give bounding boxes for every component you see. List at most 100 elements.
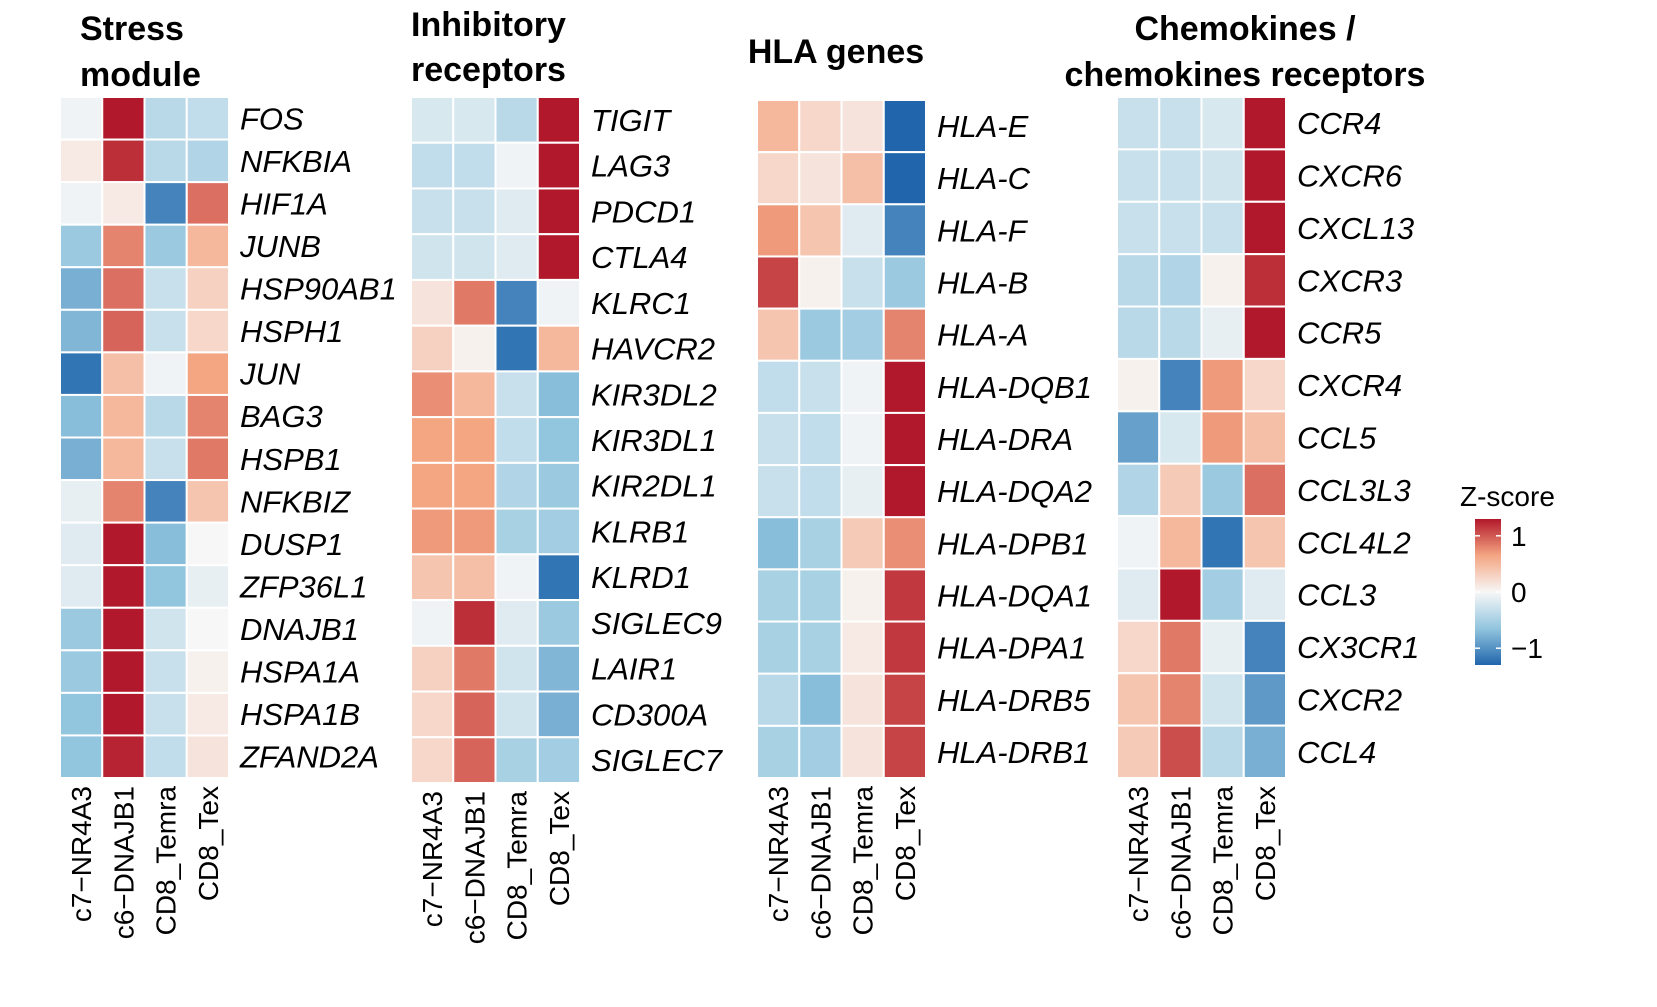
row-label: HSPH1 bbox=[240, 314, 343, 349]
heatmap-cell bbox=[410, 141, 455, 190]
heatmap-cell bbox=[59, 223, 104, 269]
heatmap-cell bbox=[452, 96, 497, 144]
heatmap-cell bbox=[101, 138, 146, 184]
heatmap-cell bbox=[1116, 567, 1161, 622]
heatmap-cell bbox=[59, 181, 104, 226]
heatmap-cell bbox=[536, 233, 581, 281]
heatmap-cell bbox=[101, 564, 146, 609]
row-label: PDCD1 bbox=[591, 194, 696, 229]
panel-title: Chemokines / bbox=[1134, 10, 1356, 48]
heatmap-cell bbox=[143, 266, 188, 311]
heatmap-panels: Stress module FOS NFKBIA HIF1A JUNB HSP90AB1 HS… bbox=[59, 6, 1425, 944]
row-label: DNAJB1 bbox=[240, 612, 359, 647]
row-label: HLA-DQA1 bbox=[937, 579, 1092, 614]
column-label: c7−NR4A3 bbox=[66, 786, 97, 922]
heatmap-cell bbox=[410, 187, 455, 236]
column-label: c7−NR4A3 bbox=[1123, 786, 1154, 922]
row-label: KIR3DL1 bbox=[591, 423, 717, 458]
heatmap-cell bbox=[452, 553, 497, 602]
row-label: HLA-DPA1 bbox=[937, 631, 1086, 666]
row-label: CCL4 bbox=[1297, 735, 1376, 770]
heatmap-cell bbox=[882, 620, 927, 675]
heatmap-cell bbox=[59, 521, 104, 567]
heatmap-cell bbox=[536, 141, 581, 190]
heatmap-cell bbox=[452, 507, 497, 556]
heatmap-cell bbox=[882, 359, 927, 414]
row-label: HLA-DQB1 bbox=[937, 370, 1092, 405]
row-label: HSPB1 bbox=[240, 442, 342, 477]
heatmap-cell bbox=[410, 416, 455, 464]
heatmap-cell bbox=[1116, 148, 1161, 203]
panel-title: receptors bbox=[411, 51, 566, 89]
row-label: KLRB1 bbox=[591, 515, 689, 550]
panel-hla-genes: HLA genes HLA-E HLA-C HLA-F HLA-B HLA-A HLA-DQ… bbox=[748, 33, 1092, 939]
heatmap-cell bbox=[840, 464, 885, 519]
heatmap-cell bbox=[1158, 672, 1203, 727]
column-label: c7−NR4A3 bbox=[763, 786, 794, 922]
heatmap-cell bbox=[798, 203, 843, 258]
row-label: CX3CR1 bbox=[1297, 630, 1419, 665]
heatmap-cell bbox=[143, 521, 188, 567]
heatmap-cell bbox=[1116, 619, 1161, 675]
heatmap-cell bbox=[59, 734, 104, 780]
heatmap-cell bbox=[798, 411, 843, 467]
heatmap-cell bbox=[185, 351, 230, 396]
heatmap-cell bbox=[1242, 672, 1287, 727]
heatmap-cell bbox=[1158, 567, 1203, 622]
heatmap-cell bbox=[143, 649, 188, 694]
heatmap-cell bbox=[59, 266, 104, 311]
heatmap-cell bbox=[1200, 462, 1245, 518]
heatmap-cell bbox=[410, 507, 455, 556]
heatmap-cell bbox=[536, 599, 581, 647]
column-label: CD8_Temra bbox=[1208, 786, 1239, 936]
heatmap-cell bbox=[452, 599, 497, 647]
heatmap-cell bbox=[1116, 672, 1161, 727]
heatmap-cell bbox=[840, 307, 885, 362]
heatmap-cell bbox=[143, 734, 188, 780]
heatmap-cell bbox=[756, 151, 801, 206]
heatmap-cell bbox=[494, 461, 539, 510]
panel-inhibitory-receptors: Inhibitory receptors TIGIT LAG3 PDCD1 CTLA4 KL… bbox=[410, 6, 724, 944]
heatmap-cell bbox=[143, 181, 188, 226]
heatmap-cell bbox=[882, 307, 927, 362]
panel-title: module bbox=[80, 56, 201, 94]
row-label: HLA-DRB1 bbox=[937, 735, 1090, 770]
heatmap-cell bbox=[101, 606, 146, 652]
heatmap-cell bbox=[143, 564, 188, 609]
heatmap-cell bbox=[143, 223, 188, 269]
column-label: CD8_Temra bbox=[151, 786, 182, 936]
row-label: HLA-DPB1 bbox=[937, 526, 1089, 561]
heatmap-cell bbox=[1158, 96, 1203, 151]
heatmap-cell bbox=[1242, 305, 1287, 360]
column-label: CD8_Tex bbox=[1250, 786, 1281, 901]
heatmap-cell bbox=[410, 690, 455, 739]
heatmap-cell bbox=[494, 553, 539, 602]
heatmap-cell bbox=[101, 436, 146, 482]
heatmap-cell bbox=[756, 568, 801, 623]
heatmap-cell bbox=[756, 99, 801, 154]
heatmap-cell bbox=[101, 266, 146, 311]
heatmap-cell bbox=[882, 672, 927, 727]
heatmap-cell bbox=[452, 690, 497, 739]
heatmap-cell bbox=[410, 370, 455, 419]
heatmap-cell bbox=[494, 370, 539, 419]
row-label: SIGLEC7 bbox=[591, 743, 724, 778]
heatmap-cell bbox=[1116, 305, 1161, 360]
heatmap-cell bbox=[101, 223, 146, 269]
row-label: CCL3 bbox=[1297, 578, 1376, 613]
row-label: DUSP1 bbox=[240, 527, 343, 562]
row-label: HLA-DQA2 bbox=[937, 474, 1092, 509]
heatmap-cell bbox=[840, 672, 885, 727]
heatmap-cell bbox=[494, 690, 539, 739]
heatmap-cell bbox=[452, 233, 497, 281]
heatmap-cell bbox=[410, 461, 455, 510]
heatmap-cell bbox=[410, 553, 455, 602]
heatmap-cell bbox=[756, 724, 801, 779]
heatmap-cell bbox=[59, 138, 104, 184]
row-label: HLA-DRA bbox=[937, 422, 1073, 457]
heatmap-cell bbox=[536, 324, 581, 373]
heatmap-cell bbox=[756, 203, 801, 258]
heatmap-cell bbox=[798, 620, 843, 675]
heatmap-cell bbox=[756, 620, 801, 675]
row-label: HSPA1B bbox=[240, 697, 360, 732]
